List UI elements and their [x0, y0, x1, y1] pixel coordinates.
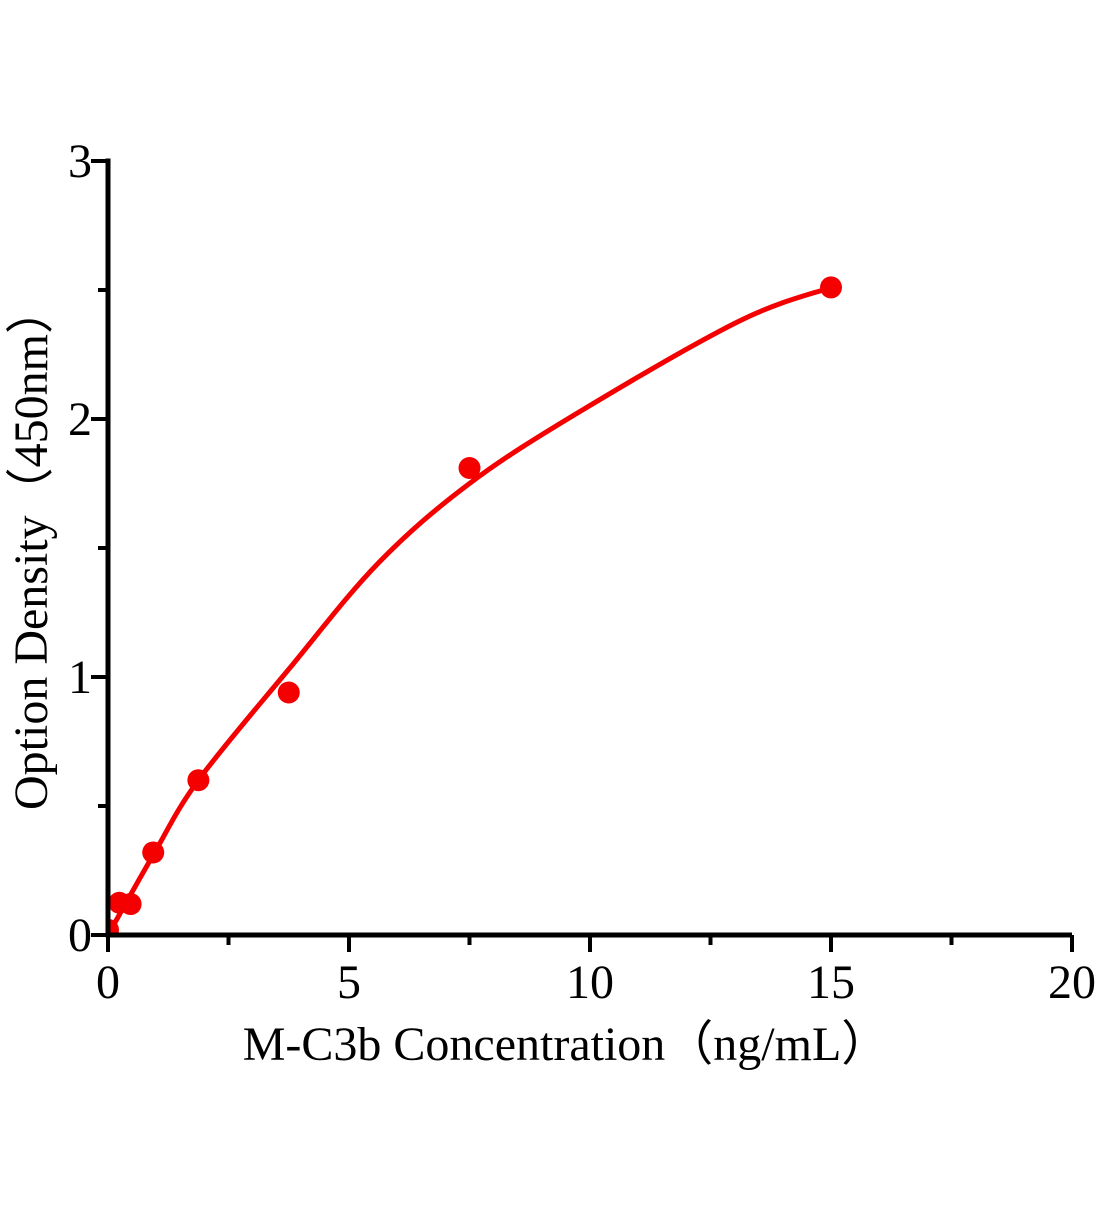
y-axis-title: Option Density（450nm）: [5, 286, 58, 810]
y-tick-label-1: 1: [68, 651, 92, 704]
x-tick-label-20: 20: [1048, 956, 1096, 1009]
data-point-2: [119, 893, 142, 916]
y-tick-label-3: 3: [68, 135, 92, 188]
data-point-6: [458, 457, 481, 480]
data-point-5: [277, 681, 300, 704]
x-tick-label-15: 15: [807, 956, 855, 1009]
y-tick-label-0: 0: [68, 909, 92, 962]
axes-layer: 0 5 10 15 20 0 1 2 3: [68, 135, 1096, 1009]
x-axis-title: M-C3b Concentration（ng/mL）: [243, 1018, 890, 1071]
axis-spines: [105, 158, 1072, 938]
x-tick-label-5: 5: [337, 956, 361, 1009]
fit-curve: [108, 285, 832, 935]
data-point-0: [108, 918, 119, 935]
y-tick-label-2: 2: [68, 393, 92, 446]
data-point-3: [142, 841, 165, 864]
series-layer: [108, 276, 842, 935]
data-point-4: [187, 769, 210, 792]
data-point-7: [820, 276, 842, 299]
x-tick-label-10: 10: [566, 956, 614, 1009]
x-tick-label-0: 0: [96, 956, 120, 1009]
